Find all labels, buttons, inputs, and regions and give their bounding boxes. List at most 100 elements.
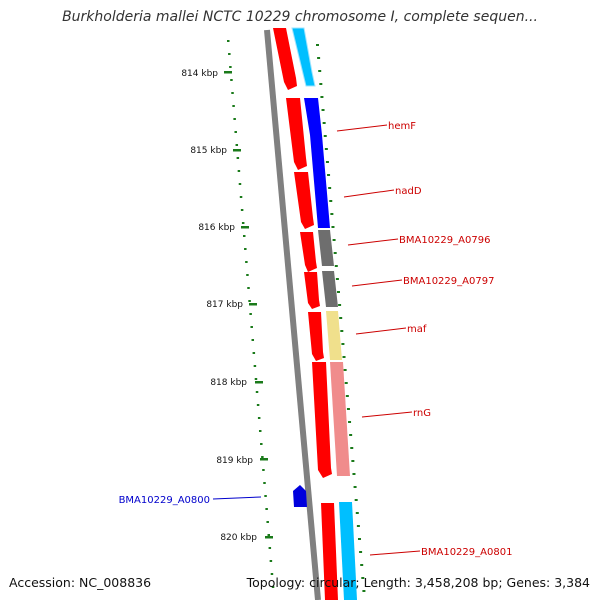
gene-callouts — [336, 124, 421, 556]
gc-skew-dot — [246, 274, 249, 276]
gc-skew-dot — [247, 287, 250, 289]
gc-skew-dot — [349, 434, 353, 436]
gene-label-BMA10229_A0797[interactable]: BMA10229_A0797 — [403, 276, 494, 287]
topology-summary: Topology: circular; Length: 3,458,208 bp… — [246, 575, 590, 590]
gc-skew-dot — [234, 131, 237, 133]
cds-nadD[interactable] — [310, 135, 330, 228]
gc-skew-dot — [354, 499, 358, 501]
cds-BMA10229_A0796[interactable] — [318, 230, 334, 266]
gc-skew-dot — [258, 430, 262, 432]
gc-skew-dot — [330, 213, 334, 215]
kbp-label: 817 kbp — [206, 300, 243, 310]
gc-skew-dot — [235, 144, 239, 146]
gc-skew-dot — [322, 122, 326, 124]
gene-label-hemF[interactable]: hemF — [388, 121, 416, 132]
gc-skew-dot — [241, 222, 245, 224]
cds-reverse[interactable] — [291, 27, 316, 87]
gc-skew-dot — [331, 226, 335, 228]
kbp-tick — [224, 71, 232, 74]
gc-skew-dot — [253, 365, 257, 367]
cds-feature[interactable] — [321, 503, 338, 600]
gc-skew-dot — [248, 300, 251, 302]
cds-hemF[interactable] — [304, 98, 322, 135]
gc-skew-dot — [238, 183, 242, 185]
gc-skew-dot — [360, 564, 364, 566]
gene-labels[interactable]: hemF nadD BMA10229_A0796 BMA10229_A0797 … — [388, 121, 512, 558]
gc-skew-dot — [266, 521, 269, 523]
kbp-axis: 814 kbp 815 kbp 816 kbp 817 kbp 818 kbp … — [181, 69, 257, 543]
callout-line — [347, 238, 399, 246]
gene-label-BMA10229_A0796[interactable]: BMA10229_A0796 — [399, 235, 490, 246]
gc-skew-dot — [332, 239, 336, 241]
gc-skew-dot — [359, 551, 363, 553]
gc-skew-dot — [270, 573, 274, 575]
kbp-label: 819 kbp — [216, 456, 253, 466]
gc-skew-dot — [244, 248, 247, 250]
gc-skew-dot — [323, 135, 327, 137]
gc-skew-dot — [250, 326, 253, 328]
cds-BMA10229_A0797[interactable] — [322, 271, 338, 307]
cds-maf[interactable] — [326, 311, 342, 360]
gc-skew-dot — [269, 560, 273, 562]
kbp-label: 820 kbp — [220, 533, 257, 543]
kbp-label: 818 kbp — [210, 378, 247, 388]
gene-label-rnG[interactable]: rnG — [413, 408, 431, 419]
kbp-tick — [233, 149, 241, 152]
cds-feature[interactable] — [304, 272, 320, 309]
forward-cds-track[interactable] — [273, 28, 338, 600]
gc-skew-dot — [344, 382, 348, 384]
gc-skew-dot — [327, 174, 331, 176]
gc-skew-dot — [319, 83, 323, 85]
feature-marker-icon[interactable] — [293, 485, 307, 507]
kbp-tick — [260, 458, 268, 461]
kbp-label: 815 kbp — [190, 146, 227, 156]
gc-skew-dot — [232, 105, 235, 107]
gc-skew-dot — [329, 200, 333, 202]
gc-skew-dot — [228, 53, 231, 55]
gc-skew-dot — [336, 291, 340, 293]
gc-skew-dot — [334, 265, 338, 267]
cds-feature[interactable] — [308, 312, 324, 361]
gc-skew-dot — [325, 161, 329, 163]
gc-skew-dot — [254, 378, 258, 380]
gc-skew-dot — [255, 391, 259, 393]
map-title: Burkholderia mallei NCTC 10229 chromosom… — [62, 9, 538, 25]
gc-skew-dot — [346, 408, 350, 410]
gc-skew-dot — [316, 44, 319, 46]
gene-cds-track[interactable] — [291, 27, 357, 600]
callout-line — [355, 327, 407, 335]
highlight-callout-line — [212, 496, 262, 500]
cds-feature[interactable] — [300, 232, 317, 272]
gc-skew-dot — [265, 508, 268, 510]
cds-feature[interactable] — [286, 98, 307, 170]
cds-rnG[interactable] — [330, 362, 350, 476]
gc-skew-dot — [263, 482, 266, 484]
gc-skew-dot — [242, 235, 246, 237]
gene-label-maf[interactable]: maf — [407, 324, 427, 335]
gc-skew-dot — [229, 66, 232, 68]
callout-line — [361, 411, 413, 418]
highlight-label[interactable]: BMA10229_A0800 — [119, 495, 210, 506]
kbp-tick — [249, 303, 257, 306]
gc-skew-track — [224, 40, 366, 592]
gc-skew-dot — [231, 92, 234, 94]
gene-label-nadD[interactable]: nadD — [395, 186, 422, 197]
kbp-label: 814 kbp — [181, 69, 218, 79]
kbp-tick — [265, 536, 273, 539]
callout-line — [336, 124, 388, 132]
gene-label-BMA10229_A0801[interactable]: BMA10229_A0801 — [421, 547, 512, 558]
chromosome-backbone — [264, 29, 321, 600]
gc-skew-dot — [317, 57, 321, 59]
gc-skew-dot — [230, 79, 233, 81]
gc-skew-dot — [350, 447, 354, 449]
cds-feature[interactable] — [294, 172, 314, 229]
cds-feature[interactable] — [273, 28, 297, 90]
gc-skew-dot — [249, 313, 252, 315]
gc-skew-dot — [260, 443, 263, 445]
cds-feature[interactable] — [312, 362, 332, 478]
gc-skew-dot — [245, 261, 248, 263]
gc-skew-dot — [262, 469, 265, 471]
cds-BMA10229_A0801[interactable] — [339, 502, 357, 600]
